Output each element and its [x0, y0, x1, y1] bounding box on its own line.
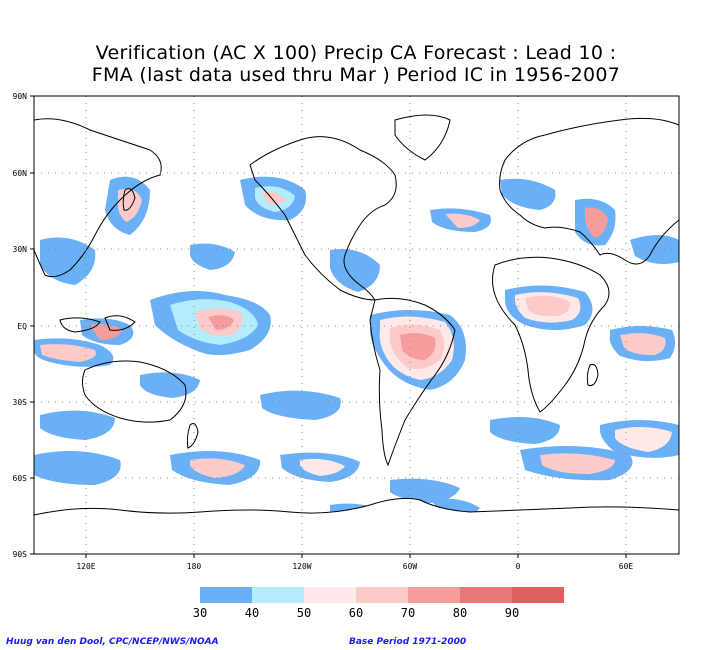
- lat-label-eq: EQ: [17, 322, 27, 331]
- footer-base-period: Base Period 1971-2000: [349, 637, 467, 647]
- legend-label-50: 50: [297, 606, 311, 620]
- legend-label-40: 40: [245, 606, 259, 620]
- lat-labels: 90N 60N 30N EQ 30S 60S 90S: [13, 92, 28, 559]
- legend-swatch-50-60: [304, 587, 356, 603]
- lon-label-60w: 60W: [403, 562, 418, 571]
- lat-label-90s: 90S: [13, 550, 28, 559]
- title-line-2: FMA (last data used thru Mar ) Period IC…: [91, 64, 621, 86]
- legend-swatch-40-50: [252, 587, 304, 603]
- lat-label-90n: 90N: [13, 92, 28, 101]
- lon-label-120e: 120E: [76, 562, 95, 571]
- lat-ticks: [30, 95, 34, 555]
- legend-label-30: 30: [193, 606, 207, 620]
- lon-label-0: 0: [516, 562, 521, 571]
- legend-labels: 30 40 50 60 70 80 90: [193, 606, 519, 620]
- lat-label-60s: 60S: [13, 474, 28, 483]
- lon-label-120w: 120W: [292, 562, 311, 571]
- legend-label-90: 90: [505, 606, 519, 620]
- lat-label-30n: 30N: [13, 245, 28, 254]
- lat-label-30s: 30S: [13, 398, 28, 407]
- coastlines: [33, 114, 680, 555]
- graticule: [34, 96, 679, 554]
- lon-ticks: [85, 554, 627, 558]
- legend-label-70: 70: [401, 606, 415, 620]
- legend-swatch-30-40: [200, 587, 252, 603]
- legend-swatch-60-70: [356, 587, 408, 603]
- legend-swatch-90-100: [512, 587, 564, 603]
- title-line-1: Verification (AC X 100) Precip CA Foreca…: [95, 42, 617, 64]
- lon-label-180: 180: [187, 562, 202, 571]
- legend-swatch-80-90: [460, 587, 512, 603]
- lon-label-60e: 60E: [619, 562, 634, 571]
- legend-label-60: 60: [349, 606, 363, 620]
- legend-label-80: 80: [453, 606, 467, 620]
- lat-label-60n: 60N: [13, 169, 28, 178]
- legend-colorbar: [200, 587, 564, 603]
- legend-swatch-70-80: [408, 587, 460, 603]
- footer-credit: Huug van den Dool, CPC/NCEP/NWS/NOAA: [6, 637, 219, 647]
- lon-labels: 120E 180 120W 60W 0 60E: [76, 562, 633, 571]
- map-frame: [33, 95, 680, 555]
